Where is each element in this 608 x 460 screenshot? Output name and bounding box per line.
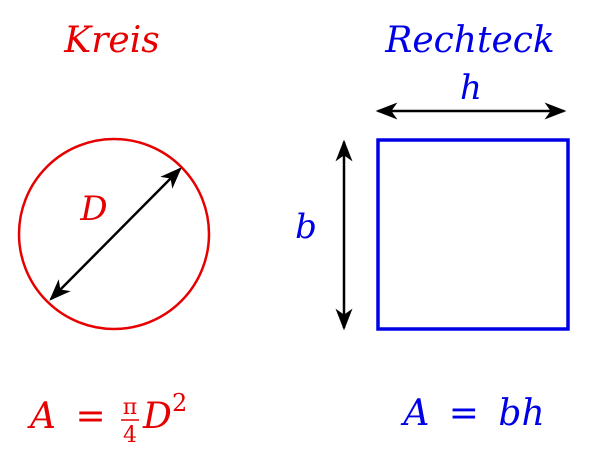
circle-title: Kreis [63, 20, 159, 61]
diameter-label: D [79, 189, 107, 229]
rect-formula-lhs: A [400, 393, 429, 434]
height-label: b [295, 207, 317, 247]
circle-formula-exponent: 2 [172, 389, 187, 417]
rectangle-title: Rechteck [384, 20, 555, 61]
circle-area-formula: A = [27, 396, 106, 437]
circle-formula-var: D [142, 396, 172, 437]
circle-formula-frac-den: 4 [123, 423, 137, 448]
rectangle-shape [376, 138, 570, 331]
circle-section: Kreis D A = π 4 D 2 [17, 20, 211, 448]
circle-shape [17, 137, 211, 331]
circle-formula-frac-num: π [123, 395, 137, 420]
circle-formula-equals: = [75, 396, 105, 437]
diameter-arrow [49, 167, 182, 301]
rect-formula-rhs: bh [498, 393, 544, 434]
width-label: h [460, 68, 482, 108]
rectangle-section: Rechteck h b A = bh [295, 20, 570, 434]
circle-formula-lhs: A [27, 396, 56, 437]
rectangle-area-formula: A = bh [400, 393, 544, 434]
rect-formula-equals: = [449, 393, 479, 434]
circle-formula-var-letter: D [142, 396, 172, 437]
